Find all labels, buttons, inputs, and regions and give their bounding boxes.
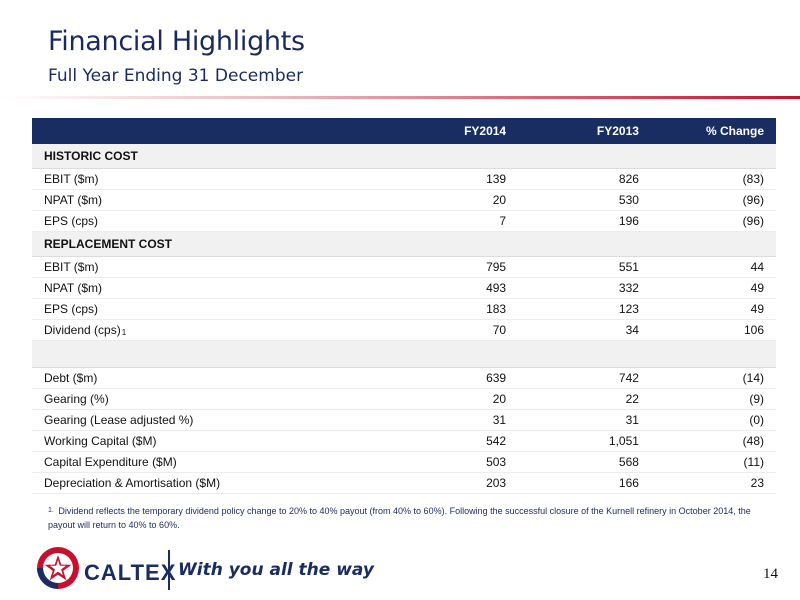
row-label: NPAT ($m): [32, 277, 437, 299]
table-row: Dividend (cps)1 70 34 106: [32, 319, 776, 341]
cell-fy2013: 332: [506, 277, 639, 299]
section-row-replacement-cost: REPLACEMENT COST: [32, 231, 776, 257]
table-row: Depreciation & Amortisation ($M) 203 166…: [32, 472, 776, 494]
table-header: FY2014 FY2013 % Change: [32, 118, 776, 144]
section-row-blank: [32, 340, 776, 368]
cell-fy2014: 639: [436, 367, 507, 389]
row-label: EBIT ($m): [32, 168, 437, 190]
header-cell-change: % Change: [638, 118, 776, 144]
brand-name: CALTEX: [84, 560, 177, 585]
table-row: EPS (cps) 7 196 (96): [32, 210, 776, 232]
row-label: Capital Expenditure ($M): [32, 451, 437, 473]
cell-change: (96): [638, 189, 776, 211]
table-row: Debt ($m) 639 742 (14): [32, 367, 776, 389]
section-label: HISTORIC COST: [32, 144, 437, 169]
header-cell-fy2014: FY2014: [436, 118, 507, 144]
cell-change: 106: [638, 319, 776, 341]
financial-highlights-table: FY2014 FY2013 % Change HISTORIC COST EBI…: [32, 118, 776, 494]
footnote-ref: 1: [121, 328, 127, 337]
table-row: EPS (cps) 183 123 49: [32, 298, 776, 320]
row-label: EPS (cps): [32, 298, 437, 320]
cell-fy2014: 183: [436, 298, 507, 320]
cell-change: (11): [638, 451, 776, 473]
table-row: Gearing (%) 20 22 (9): [32, 388, 776, 410]
section-label: [32, 340, 437, 368]
cell-fy2013: 742: [506, 367, 639, 389]
cell-change: 49: [638, 298, 776, 320]
row-label: Working Capital ($M): [32, 430, 437, 452]
page-title: Financial Highlights: [48, 26, 305, 57]
table-row: NPAT ($m) 493 332 49: [32, 277, 776, 299]
table-row: NPAT ($m) 20 530 (96): [32, 189, 776, 211]
header-cell-fy2013: FY2013: [506, 118, 639, 144]
footnote-mark: 1.: [48, 507, 54, 514]
cell-fy2013: 166: [506, 472, 639, 494]
row-label: EPS (cps): [32, 210, 437, 232]
cell-fy2013: 31: [506, 409, 639, 431]
cell-fy2014: 7: [436, 210, 507, 232]
row-label: Debt ($m): [32, 367, 437, 389]
cell-fy2013: 826: [506, 168, 639, 190]
cell-fy2014: 20: [436, 388, 507, 410]
cell-fy2013: 1,051: [506, 430, 639, 452]
table-body: HISTORIC COST EBIT ($m) 139 826 (83) NPA…: [32, 144, 776, 494]
row-label: Dividend (cps): [44, 323, 121, 337]
cell-fy2013: 568: [506, 451, 639, 473]
page-subtitle: Full Year Ending 31 December: [48, 66, 304, 86]
row-label: Gearing (%): [32, 388, 437, 410]
cell-change: (83): [638, 168, 776, 190]
table-row: Capital Expenditure ($M) 503 568 (11): [32, 451, 776, 473]
cell-fy2013: 22: [506, 388, 639, 410]
table-row: EBIT ($m) 795 551 44: [32, 256, 776, 278]
row-label: Gearing (Lease adjusted %): [32, 409, 437, 431]
table-row: EBIT ($m) 139 826 (83): [32, 168, 776, 190]
brand-tagline: With you all the way: [178, 560, 374, 580]
cell-fy2013: 196: [506, 210, 639, 232]
section-row-historic-cost: HISTORIC COST: [32, 144, 776, 169]
cell-fy2014: 139: [436, 168, 507, 190]
section-label: REPLACEMENT COST: [32, 231, 437, 257]
cell-fy2013: 551: [506, 256, 639, 278]
table-row: Working Capital ($M) 542 1,051 (48): [32, 430, 776, 452]
cell-fy2014: 203: [436, 472, 507, 494]
financial-table-container: FY2014 FY2013 % Change HISTORIC COST EBI…: [32, 118, 776, 494]
cell-change: 44: [638, 256, 776, 278]
footnote: 1. Dividend reflects the temporary divid…: [48, 504, 768, 532]
cell-fy2014: 503: [436, 451, 507, 473]
cell-change: (0): [638, 409, 776, 431]
footnote-text: Dividend reflects the temporary dividend…: [48, 506, 751, 530]
cell-change: 23: [638, 472, 776, 494]
table-row: Gearing (Lease adjusted %) 31 31 (0): [32, 409, 776, 431]
cell-fy2013: 34: [506, 319, 639, 341]
row-label: EBIT ($m): [32, 256, 437, 278]
brand-divider: [168, 550, 170, 590]
cell-fy2014: 31: [436, 409, 507, 431]
cell-fy2014: 542: [436, 430, 507, 452]
header-cell-label: [32, 118, 437, 144]
cell-fy2013: 123: [506, 298, 639, 320]
cell-fy2014: 795: [436, 256, 507, 278]
page-number: 14: [763, 566, 778, 582]
cell-change: (9): [638, 388, 776, 410]
cell-fy2014: 20: [436, 189, 507, 211]
cell-change: (48): [638, 430, 776, 452]
cell-fy2013: 530: [506, 189, 639, 211]
title-divider: [0, 96, 800, 99]
row-label: NPAT ($m): [32, 189, 437, 211]
cell-fy2014: 70: [436, 319, 507, 341]
cell-change: 49: [638, 277, 776, 299]
row-label: Depreciation & Amortisation ($M): [32, 472, 437, 494]
header-row: FY2014 FY2013 % Change: [32, 118, 776, 144]
cell-change: (96): [638, 210, 776, 232]
row-label-cell: Dividend (cps)1: [32, 319, 437, 341]
cell-change: (14): [638, 367, 776, 389]
cell-fy2014: 493: [436, 277, 507, 299]
caltex-star-logo-icon: [36, 546, 80, 595]
